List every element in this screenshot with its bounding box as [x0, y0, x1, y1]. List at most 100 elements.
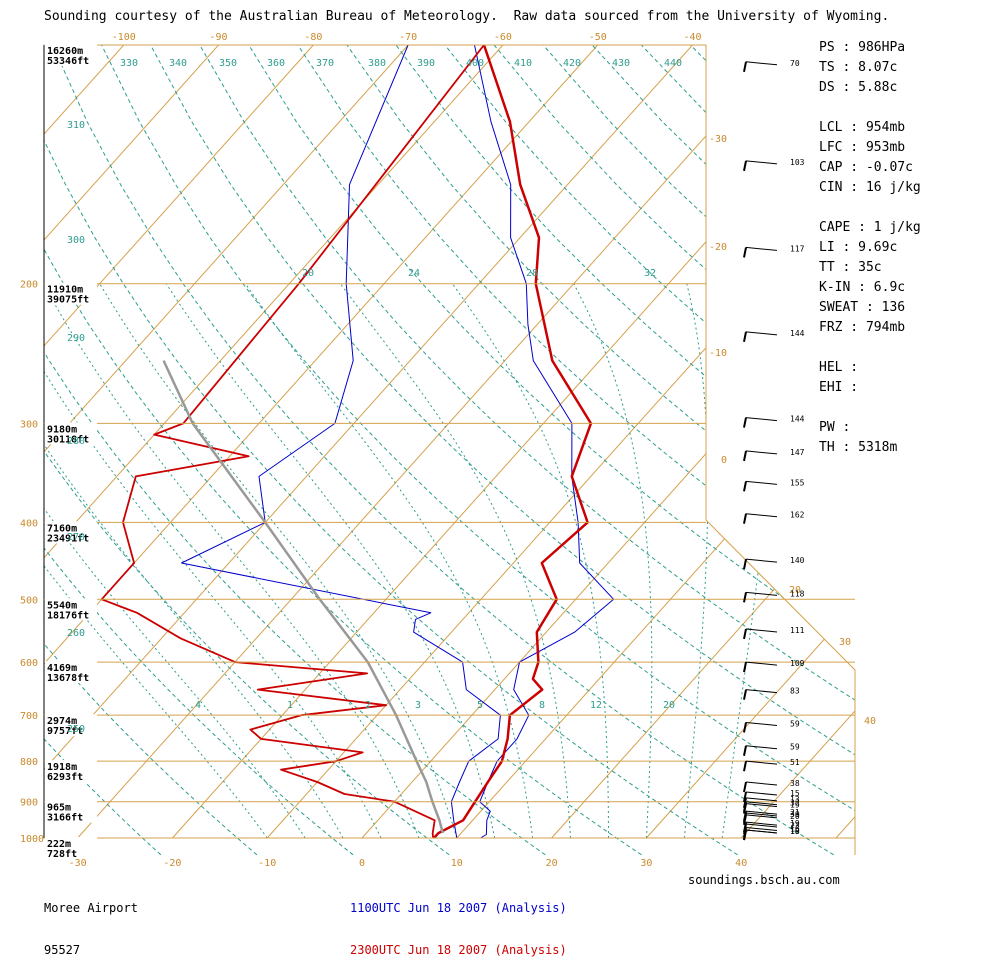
series-parcel-4 [162, 360, 445, 834]
height-label-ft: 9757ft [47, 726, 83, 737]
wind-barb-flag [743, 803, 747, 814]
wind-speed-label: 140 [790, 556, 805, 565]
series-dewpoint-1 [181, 45, 501, 839]
wind-barb [745, 745, 778, 750]
wind-speed-label: 23 [790, 821, 800, 830]
wind-barb [745, 801, 778, 806]
wind-barb [745, 810, 778, 815]
height-label-m: 222m [47, 839, 71, 850]
stat-row: CIN : 16 j/kg [819, 180, 921, 195]
wind-barb [745, 827, 778, 832]
height-label-ft: 39075ft [47, 295, 89, 306]
stat-row: PW : [819, 420, 851, 435]
height-label-box [45, 760, 97, 783]
height-label-m: 1918m [47, 762, 77, 773]
sounding-indices-panel: PS : 986HPa TS : 8.07c DS : 5.88c LCL : 954… [819, 38, 921, 458]
height-label-box [45, 714, 97, 737]
height-label-ft: 18176ft [47, 610, 89, 621]
wind-barb [745, 628, 778, 633]
stat-row: HEL : [819, 360, 859, 375]
mixing-ratio-label: 2 [365, 700, 371, 711]
station-block: Moree Airport 95527 [44, 873, 138, 971]
stat-row: FRZ : 794mb [819, 320, 906, 335]
wind-speed-label: 15 [790, 789, 800, 798]
theta-label: 290 [67, 333, 85, 344]
pressure-tick-label: 800 [20, 757, 38, 768]
wind-speed-label: 30 [790, 810, 800, 819]
temp-tick-label: 0 [359, 858, 365, 869]
isotherm-line [551, 45, 855, 839]
height-label-ft: 30118ft [47, 434, 89, 445]
wind-barb [745, 591, 778, 596]
series-temperature-2 [433, 45, 593, 839]
height-label-ft: 728ft [47, 849, 77, 860]
moist-adiabat [721, 283, 782, 839]
wind-barb-flag [743, 810, 747, 822]
theta-label: 270 [67, 532, 85, 543]
isotherm-line [44, 45, 693, 839]
wind-speed-label: 19 [790, 827, 800, 836]
theta-label: 360 [267, 58, 285, 69]
wind-speed-label: 155 [790, 478, 805, 487]
mixing-ratio-label: 20 [302, 268, 314, 279]
height-label-m: 5540m [47, 600, 77, 611]
theta-label: 400 [466, 58, 484, 69]
moist-adiabat [573, 283, 653, 839]
wind-barb-flag [743, 745, 747, 756]
height-label-m: 2974m [47, 716, 77, 727]
stat-row: K-IN : 6.9c [819, 280, 906, 295]
pressure-tick-label: 700 [20, 711, 38, 722]
dry-adiabat [44, 45, 642, 855]
top-temp-tick-label: -50 [589, 32, 607, 43]
wind-barb-flag [743, 247, 747, 258]
legend-run2: 2300UTC Jun 18 2007 (Analysis) [350, 943, 567, 957]
wind-barb [745, 160, 778, 165]
stat-row: TS : 8.07c [819, 60, 898, 75]
temp-tick-label: -10 [258, 858, 276, 869]
wind-barb [745, 246, 778, 251]
theta-label: 440 [664, 58, 682, 69]
wind-barb [745, 821, 778, 826]
stat-row: CAPE : 1 j/kg [819, 220, 921, 235]
theta-label: 340 [169, 58, 187, 69]
right-temp-tick-label: -20 [709, 242, 727, 253]
height-label-ft: 3166ft [47, 813, 83, 824]
stat-row [819, 338, 921, 358]
wind-speed-label: 162 [790, 511, 805, 520]
height-label-box [45, 44, 97, 66]
pressure-tick-label: 500 [20, 595, 38, 606]
height-label-box [45, 661, 97, 684]
wind-speed-label: 111 [790, 626, 805, 635]
temp-tick-label: 30 [640, 858, 652, 869]
height-label-ft: 6293ft [47, 772, 83, 783]
wind-barb-flag [743, 160, 747, 172]
wind-barb-flag [743, 827, 747, 838]
temp-tick-label: 40 [735, 858, 747, 869]
theta-label: 410 [514, 58, 532, 69]
wind-speed-label: 144 [790, 329, 805, 338]
dry-adiabat [297, 45, 855, 855]
theta-label: 260 [67, 628, 85, 639]
wind-barb [745, 558, 778, 563]
wind-barb [745, 814, 778, 819]
wind-barb [745, 61, 778, 66]
wind-speed-label: 13 [790, 795, 800, 804]
height-label-box [45, 521, 97, 544]
top-temp-tick-label: -70 [399, 32, 417, 43]
mixing-ratio-label: 8 [539, 700, 545, 711]
wind-barb-flag [743, 592, 747, 603]
top-temp-tick-label: -40 [684, 32, 702, 43]
pressure-tick-label: 900 [20, 798, 38, 809]
isotherm-line [44, 45, 599, 839]
wind-speed-label: 117 [790, 244, 805, 253]
stat-row: CAP : -0.07c [819, 160, 913, 175]
stat-row [819, 98, 921, 118]
series-dewpoint-3 [100, 45, 485, 839]
stat-row: SWEAT : 136 [819, 300, 906, 315]
stat-row: LCL : 954mb [819, 120, 906, 135]
wind-speed-label: 16 [790, 825, 800, 834]
pressure-tick-label: 300 [20, 419, 38, 430]
wind-barb-flag [743, 331, 747, 343]
stat-row: DS : 5.88c [819, 80, 898, 95]
wind-barb-flag [743, 513, 747, 524]
